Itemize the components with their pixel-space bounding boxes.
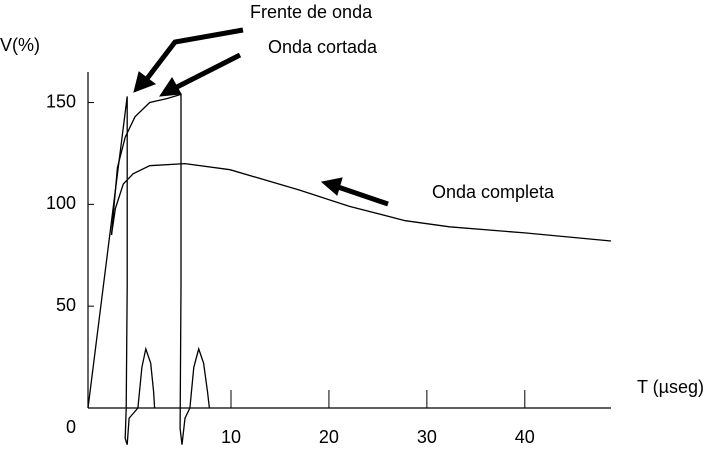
x-axis-label: T (µseg): [637, 377, 704, 397]
y-axis-label: V(%): [0, 35, 40, 55]
annotation: Onda completa: [432, 182, 555, 202]
arrow-head: [133, 71, 157, 93]
arrows: [133, 27, 389, 207]
y-tick-label: 100: [46, 193, 76, 213]
x-tick-label: 40: [515, 427, 535, 447]
arrow-head: [159, 77, 182, 97]
line: [110, 93, 211, 445]
arrow: [337, 184, 389, 207]
y-tick-label: 50: [56, 295, 76, 315]
annotation: Frente de onda: [250, 2, 373, 22]
x-tick-label: 20: [319, 427, 339, 447]
line: [110, 162, 612, 242]
arrow: [144, 27, 244, 82]
arrow: [173, 52, 242, 91]
y-tick-label: 0: [66, 417, 76, 437]
y-tick-label: 150: [46, 91, 76, 111]
annotation: Onda cortada: [268, 37, 378, 57]
x-tick-label: 30: [417, 427, 437, 447]
line: [87, 96, 156, 445]
x-tick-label: 10: [221, 427, 241, 447]
arrow-head: [320, 177, 343, 196]
